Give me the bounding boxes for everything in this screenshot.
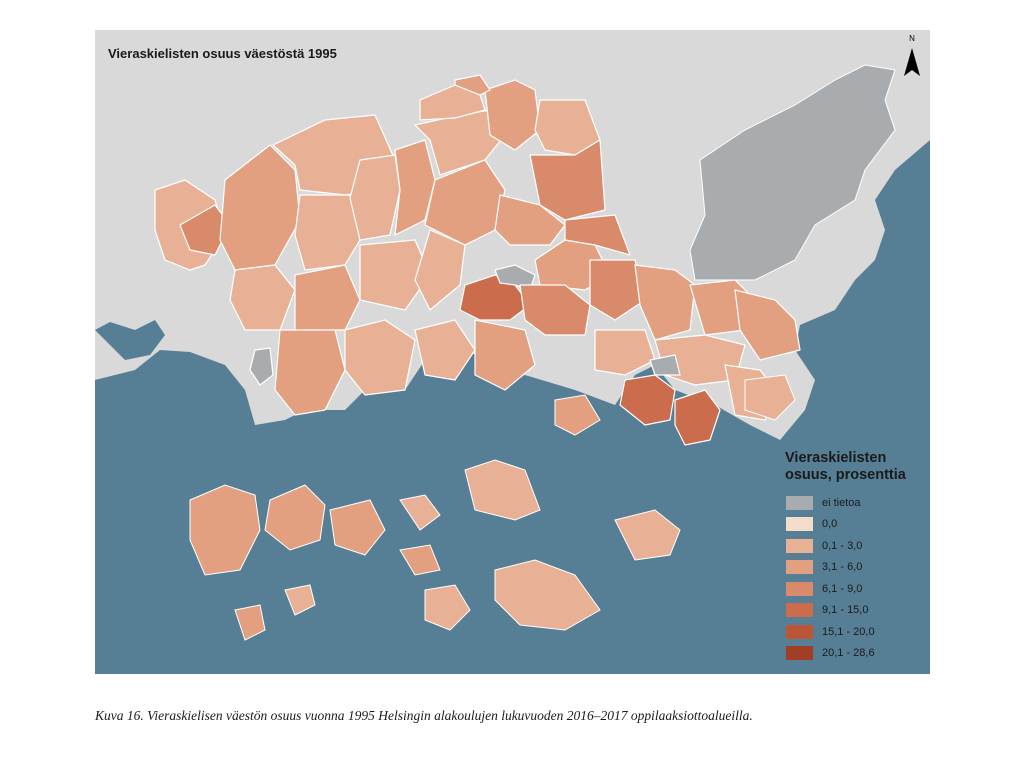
legend-label: 20,1 - 28,6 xyxy=(822,647,875,660)
island xyxy=(399,544,441,576)
district xyxy=(294,264,361,331)
island xyxy=(744,374,796,421)
legend-swatch xyxy=(786,560,813,575)
district xyxy=(634,264,696,341)
no-data-area-northeast xyxy=(689,64,896,281)
district xyxy=(219,144,301,271)
island xyxy=(554,394,601,436)
district xyxy=(734,289,801,361)
district xyxy=(414,229,466,311)
district xyxy=(229,264,296,331)
island xyxy=(264,484,326,551)
island xyxy=(464,459,541,521)
legend-title: Vieraskielisten osuus, prosenttia xyxy=(785,450,928,484)
district xyxy=(249,347,274,386)
legend-item: ei tietoa xyxy=(778,492,928,514)
school-districts xyxy=(154,74,801,446)
district xyxy=(344,319,416,396)
legend-item: 3,1 - 6,0 xyxy=(778,557,928,579)
figure-caption: Kuva 16. Vieraskielisen väestön osuus vu… xyxy=(95,708,753,723)
district xyxy=(594,329,656,376)
legend-swatch xyxy=(786,517,813,532)
island xyxy=(234,604,266,641)
district xyxy=(359,239,431,311)
legend-label: 9,1 - 15,0 xyxy=(822,604,869,617)
legend-item: 0,1 - 3,0 xyxy=(778,535,928,557)
map-frame: Vieraskielisten osuus väestöstä 1995 N V… xyxy=(95,30,930,674)
island xyxy=(399,494,441,531)
district xyxy=(564,214,631,256)
district xyxy=(674,389,721,446)
district xyxy=(454,74,491,96)
legend-item: 9,1 - 15,0 xyxy=(778,600,928,622)
legend-swatch xyxy=(786,538,813,553)
legend-label: 0,1 - 3,0 xyxy=(822,539,863,552)
island xyxy=(284,584,316,616)
district xyxy=(414,319,476,381)
map-title: Vieraskielisten osuus väestöstä 1995 xyxy=(108,46,337,61)
district xyxy=(474,319,536,391)
legend-item: 6,1 - 9,0 xyxy=(778,578,928,600)
legend-rows: ei tietoa 0,0 0,1 - 3,0 3,1 - 6,0 6,1 - … xyxy=(778,492,928,664)
district xyxy=(294,194,361,271)
legend-item: 0,0 xyxy=(778,514,928,536)
district xyxy=(494,194,566,246)
legend-title-line1: Vieraskielisten xyxy=(785,450,887,466)
choropleth-map xyxy=(95,64,930,674)
legend-title-line2: osuus, prosenttia xyxy=(785,467,906,483)
island xyxy=(424,584,471,631)
district xyxy=(424,159,506,246)
north-label: N xyxy=(909,34,915,43)
legend-swatch xyxy=(786,495,813,510)
district xyxy=(394,139,436,236)
district xyxy=(519,284,591,336)
island xyxy=(329,499,386,556)
legend-label: ei tietoa xyxy=(822,496,861,509)
legend-item: 15,1 - 20,0 xyxy=(778,621,928,643)
legend-item: 20,1 - 28,6 xyxy=(778,643,928,665)
legend-label: 6,1 - 9,0 xyxy=(822,582,863,595)
legend-label: 15,1 - 20,0 xyxy=(822,625,875,638)
legend-swatch xyxy=(786,603,813,618)
island xyxy=(189,484,261,576)
legend-label: 0,0 xyxy=(822,518,838,531)
legend: Vieraskielisten osuus, prosenttia ei tie… xyxy=(778,445,928,664)
north-arrow-icon xyxy=(904,48,920,76)
islands xyxy=(189,374,796,641)
island xyxy=(614,509,681,561)
district xyxy=(349,154,401,241)
legend-swatch xyxy=(786,581,813,596)
district xyxy=(589,259,646,321)
district xyxy=(274,329,346,416)
legend-swatch xyxy=(786,624,813,639)
legend-swatch xyxy=(786,646,813,661)
island xyxy=(494,559,601,631)
legend-label: 3,1 - 6,0 xyxy=(822,561,863,574)
district xyxy=(649,354,681,376)
